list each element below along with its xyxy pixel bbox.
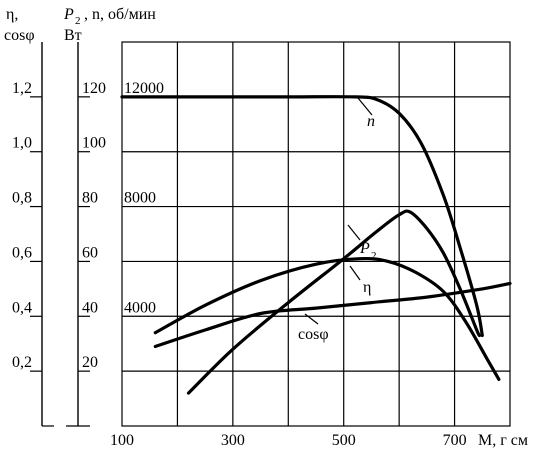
- series-p2-curve: [186, 209, 482, 395]
- y-tick-labels: 1,2 1,0 0,8 0,6 0,4 0,2 120 100 80 60 40 20 12000 800…: [12, 80, 164, 371]
- x-tick-label: 300: [221, 432, 245, 449]
- x-axis-title: M, г см: [478, 432, 528, 449]
- n-label-leader: [357, 97, 373, 116]
- eta-tick-label: 0,8: [12, 190, 32, 207]
- eta-curve-label: η: [363, 279, 371, 296]
- x-tick-label: 100: [110, 432, 134, 449]
- series-eta-curve: [153, 256, 501, 381]
- power-tick-label: 100: [82, 135, 106, 152]
- eta-tick-label: 0,6: [12, 244, 32, 261]
- eta-tick-label: 0,4: [12, 299, 32, 316]
- x-tick-labels: 100 300 500 700: [110, 432, 467, 449]
- cosphi-axis-title: cosφ: [4, 27, 35, 44]
- eta-tick-label: 1,0: [12, 135, 32, 152]
- speed-tick-label: 8000: [124, 190, 156, 207]
- eta-tick-label: 0,2: [12, 354, 32, 371]
- power-tick-label: 80: [82, 190, 98, 207]
- plot-grid: [121, 41, 511, 427]
- power-axis-title-subscript: 2: [75, 15, 81, 27]
- series-n-curve: [120, 95, 484, 338]
- p2-curve-label-subscript: 2: [371, 250, 377, 262]
- curves: [120, 95, 512, 395]
- left-ticks: [30, 96, 90, 372]
- eta-label-leader: [349, 265, 361, 281]
- power-tick-label: 20: [82, 354, 98, 371]
- power-axis-title: P: [63, 6, 74, 23]
- eta-axis-title: η,: [6, 6, 18, 23]
- cosphi-curve-label: cosφ: [298, 326, 329, 343]
- n-curve-label: n: [367, 113, 375, 130]
- p2-label-leader: [347, 224, 361, 241]
- speed-tick-label: 12000: [124, 80, 164, 97]
- cosphi-label-leader: [304, 313, 319, 325]
- speed-tick-label: 4000: [124, 299, 156, 316]
- speed-axis-title: , n, об/мин: [84, 6, 156, 23]
- eta-tick-label: 1,2: [12, 80, 32, 97]
- power-axis-unit: Вт: [64, 27, 82, 44]
- p2-curve-label: P: [359, 240, 370, 257]
- power-tick-label: 40: [82, 299, 98, 316]
- power-tick-label: 120: [82, 80, 106, 97]
- x-tick-label: 700: [443, 432, 467, 449]
- plot-frame: [121, 41, 511, 427]
- power-tick-label: 60: [82, 244, 98, 261]
- x-tick-label: 500: [332, 432, 356, 449]
- series-cosphi-curve: [153, 281, 512, 349]
